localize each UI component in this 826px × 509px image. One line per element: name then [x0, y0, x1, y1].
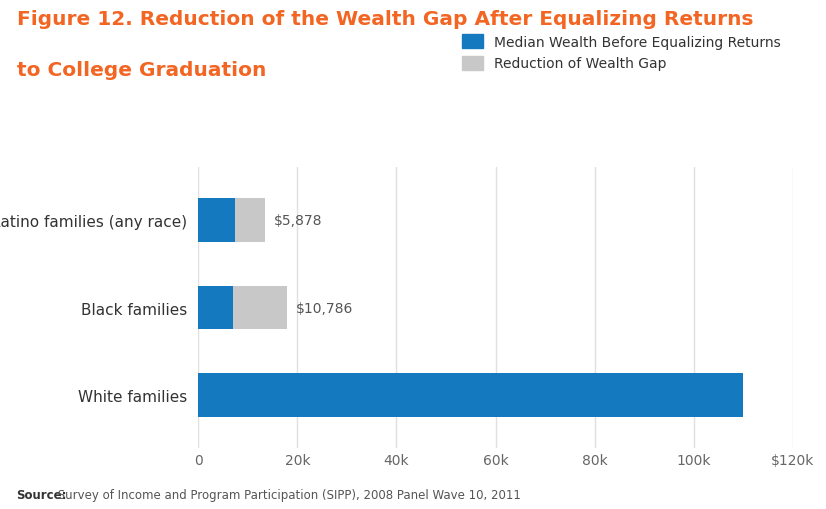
- Bar: [235, 199, 265, 242]
- Bar: [233, 286, 287, 330]
- Bar: [198, 286, 233, 330]
- Legend: Median Wealth Before Equalizing Returns, Reduction of Wealth Gap: Median Wealth Before Equalizing Returns,…: [456, 30, 786, 77]
- Bar: [198, 199, 235, 242]
- Text: Survey of Income and Program Participation (SIPP), 2008 Panel Wave 10, 2011: Survey of Income and Program Participati…: [54, 489, 520, 501]
- Text: Figure 12. Reduction of the Wealth Gap After Equalizing Returns: Figure 12. Reduction of the Wealth Gap A…: [17, 10, 753, 29]
- Text: Source:: Source:: [17, 489, 67, 501]
- Bar: [198, 374, 743, 417]
- Text: $5,878: $5,878: [274, 213, 323, 228]
- Text: $10,786: $10,786: [297, 301, 354, 315]
- Text: to College Graduation: to College Graduation: [17, 61, 266, 80]
